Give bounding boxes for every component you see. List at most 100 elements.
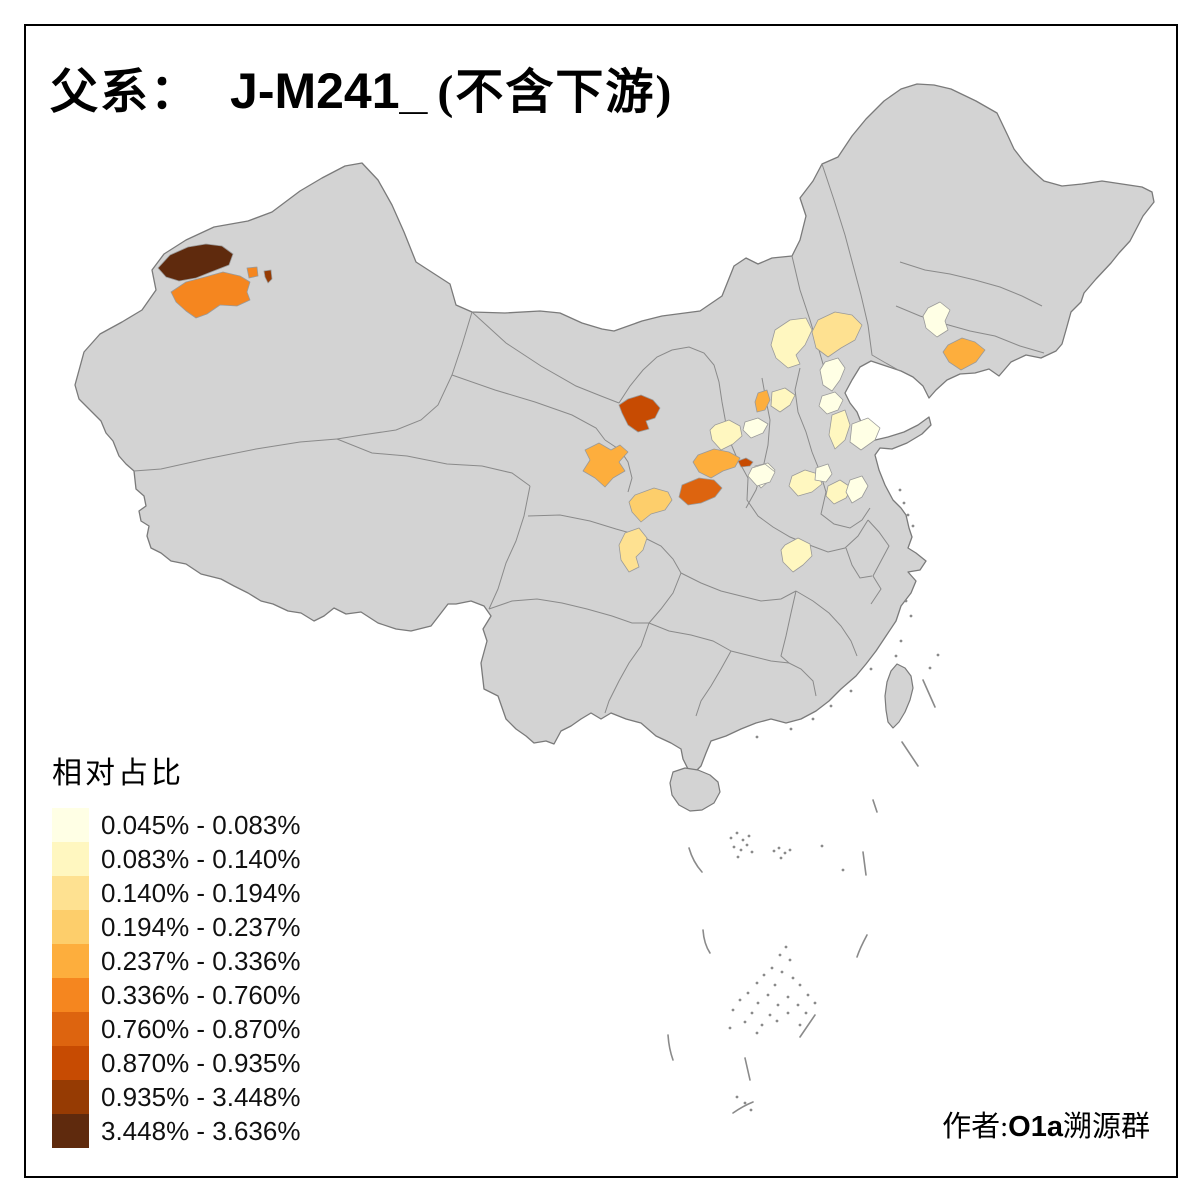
sea-dash-line [922,679,936,708]
sea-islet-dot [768,1013,772,1017]
legend-title: 相对占比 [52,757,184,790]
sea-islet-dot [791,976,795,980]
province-border [736,457,869,553]
sea-islet-dot [906,513,910,517]
sea-islet-dot [749,1108,753,1112]
sea-islet-dot [729,836,733,840]
sea-islet-dot [741,838,745,842]
legend-label: 0.870% - 0.935% [101,1047,301,1078]
region-shandong-cream [849,417,881,451]
region-north-orange-small [754,389,771,413]
sea-islet-dot [820,844,824,848]
province-border [133,438,338,472]
region-tianjin-cream [818,391,844,415]
sea-islet-dot [735,831,739,835]
province-border [794,367,813,453]
province-border [780,590,797,664]
region-henan-pale-a [788,469,823,497]
sea-dash-line [744,1057,751,1081]
sea-islet-dot [739,848,743,852]
sea-dash-line [872,799,878,813]
plot-title: 父系： J-M241_ (不含下游) [50,52,673,122]
province-border [791,255,828,379]
legend-row: 0.336% - 0.760% [52,978,300,1012]
region-shandong-pale [828,409,851,450]
region-nw-orange-small [246,266,259,279]
sea-islet-dot [894,654,898,658]
region-ningxia-darkred [618,394,661,433]
province-border [899,261,1043,307]
sea-islet-dot [784,945,788,949]
sea-islet-dot [899,639,903,643]
province-border [471,311,620,404]
sea-islet-dot [804,1011,808,1015]
legend-label: 0.237% - 0.336% [101,945,301,976]
sea-islet-dot [770,966,774,970]
region-liaoning-orange [942,337,986,371]
sea-islet-dot [786,995,790,999]
province-border [488,485,531,610]
province-border [680,572,797,602]
title-haplogroup: J-M241_ [230,63,428,119]
region-nw-orange-large [170,271,251,319]
sea-islet-dot [798,1023,802,1027]
sea-islet-dot [909,614,913,618]
legend-row: 0.870% - 0.935% [52,1046,300,1080]
region-beijing-cream [819,357,846,392]
legend-swatch [52,978,89,1012]
province-border [604,622,650,714]
taiwan-island [884,663,914,729]
mainland-outline [74,83,1155,772]
attribution-latin: O1a [1008,1111,1063,1143]
sea-islet-dot [755,1031,759,1035]
region-nw-darkred-small [263,269,273,284]
region-huaibei-pale [825,479,853,505]
province-border [795,590,858,657]
sea-islet-dot [750,850,754,854]
sea-islet-dot [779,856,783,860]
legend-label: 0.760% - 0.870% [101,1013,301,1044]
sea-islet-dot [743,1020,747,1024]
sea-islet-dot [738,998,742,1002]
province-border [895,305,1045,354]
legend-row: 3.448% - 3.636% [52,1114,300,1148]
sea-islet-dot [756,1001,760,1005]
legend-row: 0.083% - 0.140% [52,842,300,876]
sea-islet-dot [806,993,810,997]
sea-islet-dot [760,1023,764,1027]
sea-islet-dot [777,846,781,850]
province-border [648,572,682,624]
sea-islet-dot [766,993,770,997]
region-nw-dark-brown [157,243,234,282]
province-border [336,438,531,487]
region-jiangsu-cream [845,475,869,504]
sea-islet-dot [789,727,793,731]
sea-islet-dot [778,953,782,957]
legend-label: 0.083% - 0.140% [101,843,301,874]
region-darkred-strip [737,457,754,468]
sea-islet-dot [813,1001,817,1005]
legend-label: 0.140% - 0.194% [101,877,301,908]
province-border [648,622,732,652]
region-nanyang-pale [780,537,813,573]
legend-row: 0.045% - 0.083% [52,808,300,842]
legend-row: 0.237% - 0.336% [52,944,300,978]
legend-label: 3.448% - 3.636% [101,1115,301,1146]
sea-islet-dot [728,1026,732,1030]
province-border [845,547,873,579]
sea-islet-dot [811,717,815,721]
sea-dash-line [732,1101,754,1114]
sea-islet-dot [731,1008,735,1012]
sea-islet-dot [904,599,908,603]
legend-swatch [52,808,89,842]
region-shaanxi-darkorange [678,477,723,506]
sea-islet-dot [796,1003,800,1007]
sea-islet-dot [936,653,940,657]
sea-islet-dot [786,1011,790,1015]
legend-swatch [52,876,89,910]
sea-islet-dot [775,1019,779,1023]
legend-swatch [52,944,89,978]
sea-islet-dot [755,735,759,739]
sea-islet-dot [776,1003,780,1007]
